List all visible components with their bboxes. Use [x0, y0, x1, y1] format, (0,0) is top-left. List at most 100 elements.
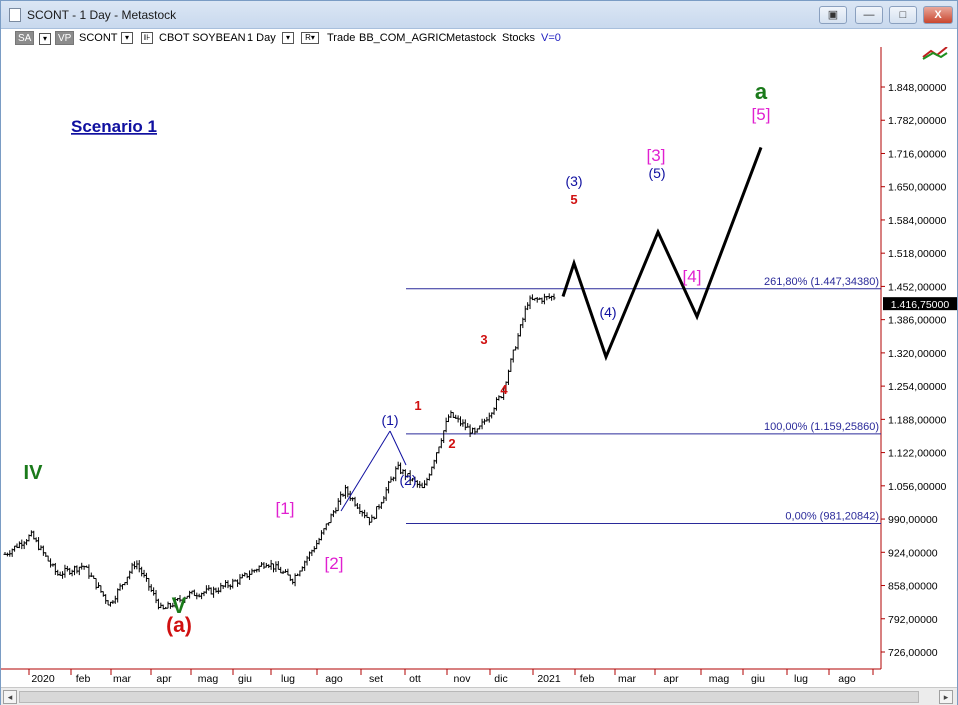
- time-tick-label: mar: [113, 673, 132, 685]
- symbol-label: SCONT: [79, 32, 118, 44]
- time-tick-label: apr: [156, 673, 172, 685]
- wave-label-a: a: [755, 79, 768, 104]
- price-tick-label: 1.716,00000: [888, 148, 947, 160]
- time-tick-label: dic: [494, 673, 507, 685]
- time-tick-label: nov: [454, 673, 472, 685]
- time-tick-label: 2020: [31, 673, 55, 685]
- title-bar[interactable]: SCONT - 1 Day - Metastock ▣ — □ X: [1, 1, 957, 29]
- wave-label-3: 3: [480, 332, 487, 347]
- wave-label-bracket-4: [4]: [683, 267, 702, 286]
- price-tick-label: 1.650,00000: [888, 182, 947, 194]
- scroll-left-icon[interactable]: ◂: [3, 690, 17, 704]
- wave-label-5: 5: [570, 192, 577, 207]
- wave-label-1: 1: [414, 398, 421, 413]
- price-tick-label: 1.584,00000: [888, 215, 947, 227]
- time-tick-label: ago: [838, 673, 856, 685]
- price-chart[interactable]: 1.848,00000 1.782,00000 1.716,00000 1.650,0…: [1, 47, 957, 687]
- price-tick-label: 1.782,00000: [888, 115, 947, 127]
- price-tick-label: 1.188,00000: [888, 414, 947, 426]
- time-tick-label: ott: [409, 673, 421, 685]
- sa-button[interactable]: SA: [15, 31, 35, 45]
- time-tick-label: apr: [663, 673, 679, 685]
- wave-label-a-paren: (a): [166, 614, 192, 637]
- time-tick-label: giu: [751, 673, 765, 685]
- time-tick-label: mag: [709, 673, 730, 685]
- indicator-icon[interactable]: [922, 47, 948, 60]
- close-button[interactable]: X: [923, 6, 953, 24]
- wave-label-bracket-5: [5]: [752, 105, 771, 124]
- trend-line-2-3: [389, 430, 407, 466]
- price-tick-label: 1.122,00000: [888, 448, 947, 460]
- security-description: CBOT SOYBEAN: [159, 32, 246, 44]
- time-tick-label: mag: [198, 673, 219, 685]
- wave-label-V: V: [172, 593, 187, 618]
- wave-label-2: 2: [448, 436, 455, 451]
- time-tick-label: feb: [76, 673, 91, 685]
- price-tick-label: 1.254,00000: [888, 381, 947, 393]
- fib-level-label: 100,00% (1.159,25860): [764, 421, 879, 433]
- trade-link[interactable]: Trade: [327, 32, 356, 44]
- wave-label-paren-2: (2): [399, 472, 416, 488]
- provider-label: Metastock: [446, 32, 497, 44]
- horizontal-scrollbar[interactable]: ◂ ▸: [1, 687, 957, 705]
- wave-label-paren-5: (5): [648, 165, 665, 181]
- trend-line-1-2: [340, 430, 391, 512]
- fibonacci-levels: 261,80% (1.447,34380) 100,00% (1.159,2586…: [406, 276, 881, 524]
- price-tick-label: 858,00000: [888, 581, 938, 593]
- sa-dropdown-icon[interactable]: ▾: [39, 33, 51, 45]
- price-tick-label: 792,00000: [888, 614, 938, 626]
- time-tick-label: giu: [238, 673, 252, 685]
- maximize-button[interactable]: □: [889, 6, 917, 24]
- time-tick-label: 2021: [537, 673, 561, 685]
- svg-text:1.416,75000: 1.416,75000: [891, 299, 950, 311]
- time-tick-label: set: [369, 673, 383, 685]
- wave-label-bracket-2: [2]: [325, 554, 344, 573]
- time-tick-label: ago: [325, 673, 343, 685]
- price-axis: 1.848,00000 1.782,00000 1.716,00000 1.650,0…: [881, 82, 947, 659]
- period-dropdown-icon[interactable]: ▾: [282, 32, 294, 44]
- scroll-thumb[interactable]: [19, 691, 919, 703]
- time-tick-label: mar: [618, 673, 637, 685]
- restore-down-button[interactable]: ▣: [819, 6, 847, 24]
- chart-toolbar: SA ▾ VP SCONT ▾ ⊪ CBOT SOYBEAN 1 Day ▾ R…: [1, 29, 957, 47]
- data-source: BB_COM_AGRIC: [359, 32, 447, 44]
- wave-label-paren-1: (1): [381, 412, 398, 428]
- price-tick-label: 1.056,00000: [888, 481, 947, 493]
- scroll-right-icon[interactable]: ▸: [939, 690, 953, 704]
- minimize-button[interactable]: —: [855, 6, 883, 24]
- time-tick-label: feb: [580, 673, 595, 685]
- document-icon: [9, 8, 21, 22]
- volume-label: V=0: [541, 32, 561, 44]
- r-dropdown-button[interactable]: R▾: [301, 32, 319, 44]
- vp-button[interactable]: VP: [55, 31, 75, 45]
- current-price-tag: 1.416,75000: [883, 297, 957, 311]
- price-bars: [3, 293, 556, 610]
- price-tick-label: 990,00000: [888, 514, 938, 526]
- time-tick-label: lug: [281, 673, 295, 685]
- instrument-type: Stocks: [502, 32, 536, 44]
- price-tick-label: 924,00000: [888, 547, 938, 559]
- time-tick-label: lug: [794, 673, 808, 685]
- price-tick-label: 1.518,00000: [888, 248, 947, 260]
- price-tick-label: 1.320,00000: [888, 348, 947, 360]
- price-tick-label: 1.386,00000: [888, 315, 947, 327]
- wave-label-paren-4: (4): [599, 304, 616, 320]
- price-tick-label: 1.848,00000: [888, 82, 947, 94]
- price-tick-label: 1.452,00000: [888, 281, 947, 293]
- fib-level-label: 261,80% (1.447,34380): [764, 276, 879, 288]
- indicator-toggle-icon[interactable]: ⊪: [141, 32, 153, 44]
- scenario-label: Scenario 1: [71, 117, 157, 136]
- fib-level-label: 0,00% (981,20842): [785, 510, 879, 522]
- wave-label-bracket-3: [3]: [647, 146, 666, 165]
- symbol-dropdown-icon[interactable]: ▾: [121, 32, 133, 44]
- wave-label-4: 4: [500, 382, 508, 397]
- window-title: SCONT - 1 Day - Metastock: [27, 8, 177, 22]
- wave-label-bracket-1: [1]: [276, 499, 295, 518]
- time-axis: 2020 feb mar apr mag giu lug ago set ott nov dic 202…: [28, 669, 874, 685]
- wave-projection-line: [561, 146, 763, 362]
- wave-label-IV: IV: [24, 462, 44, 484]
- period-label: 1 Day: [247, 32, 276, 44]
- price-tick-label: 726,00000: [888, 647, 938, 659]
- wave-label-paren-3: (3): [565, 173, 582, 189]
